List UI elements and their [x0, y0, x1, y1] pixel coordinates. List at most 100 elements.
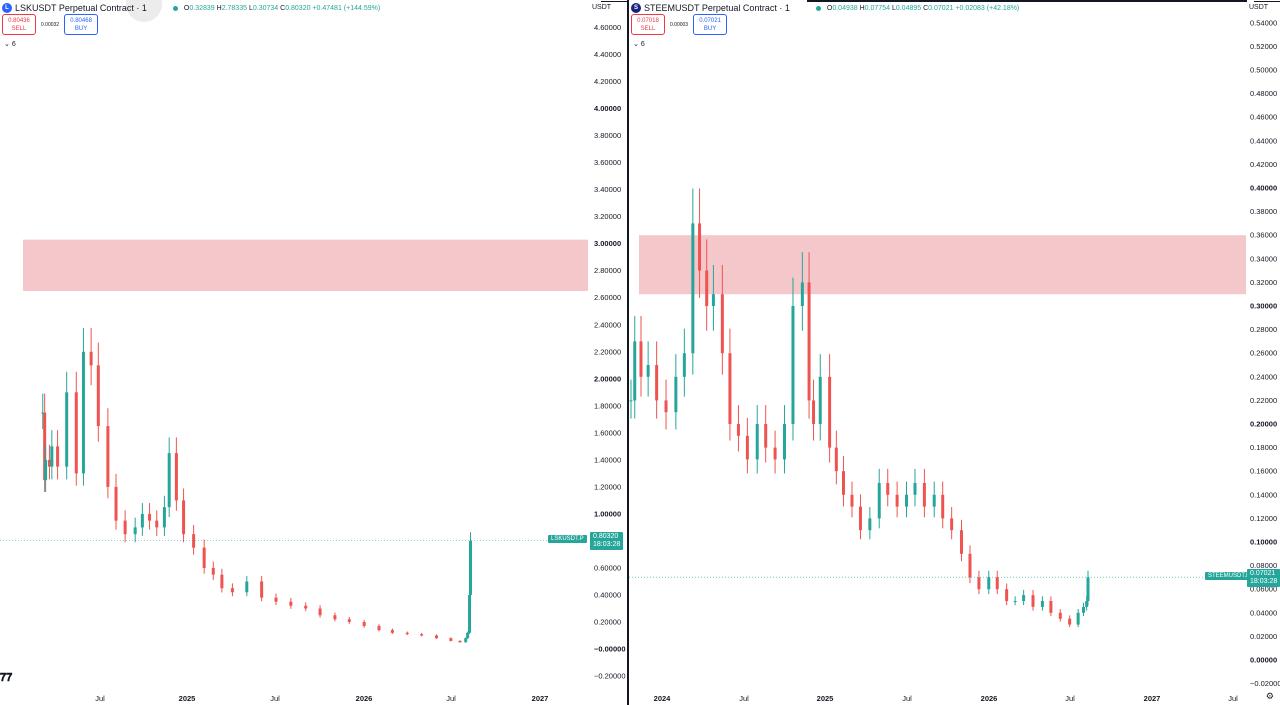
candle-body [133, 527, 137, 535]
spread-value: 0.00032 [41, 21, 60, 28]
candle-body [987, 577, 991, 590]
tradingview-logo-icon[interactable]: 𝟕𝟕 [0, 672, 13, 684]
candle-body [995, 577, 999, 590]
last-price-tag: 0.80320 18:03:28 [590, 532, 624, 551]
panel-divider[interactable] [627, 0, 629, 705]
candle-body [458, 640, 462, 643]
candle-body [818, 376, 822, 424]
y-tick-label: 3.40000 [594, 185, 621, 194]
y-tick-label: 3.20000 [594, 212, 621, 221]
candle-body [289, 601, 293, 606]
y-tick-label: 0.54000 [1250, 18, 1277, 27]
indicators-toggle[interactable]: ⌄ 6 [633, 41, 645, 48]
x-tick-label: Jul [1065, 694, 1075, 703]
x-tick-label: Jul [739, 694, 749, 703]
last-price-tag: 0.07021 18:03:28 [1247, 569, 1280, 588]
cursor-highlight [126, 0, 162, 22]
currency-label[interactable]: USDT [1249, 4, 1269, 11]
spread-value: 0.00003 [670, 21, 689, 28]
x-tick-label: 2027 [532, 694, 549, 703]
y-tick-label: 2.80000 [594, 266, 621, 275]
chart-panel-lsk[interactable]: 4.60000 4.40000 4.20000 4.00000 3.80000 3.600… [0, 0, 627, 705]
symbol-legend: L LSKUSDT Perpetual Contract · 1 O0.3283… [2, 3, 380, 13]
axis-top-line [1254, 1, 1280, 2]
candle-body [81, 351, 85, 474]
candle-body [1013, 601, 1017, 602]
y-tick-label: 2.00000 [594, 374, 621, 383]
x-tick-label: 2025 [817, 694, 834, 703]
y-tick-label: 0.12000 [1250, 514, 1277, 523]
currency-label[interactable]: USDT [592, 4, 612, 11]
steem-chart-canvas[interactable]: 0.54000 0.52000 0.50000 0.48000 0.46000 0.440… [629, 0, 1280, 705]
candle-body [682, 353, 686, 377]
candle-body [1058, 612, 1062, 619]
y-tick-label: 0.32000 [1250, 278, 1277, 287]
candle-body [728, 353, 732, 424]
lsk-chart-canvas[interactable]: 4.60000 4.40000 4.20000 4.00000 3.80000 3.600… [0, 0, 627, 705]
candle-body [377, 626, 381, 631]
candle-body [698, 223, 702, 271]
chart-panel-steem[interactable]: 0.54000 0.52000 0.50000 0.48000 0.46000 0.440… [629, 0, 1280, 705]
y-tick-label: 0.34000 [1250, 254, 1277, 263]
candle-body [858, 506, 862, 531]
candle-body [1076, 612, 1080, 625]
candle-body [1040, 601, 1044, 607]
y-tick-label: 0.28000 [1250, 325, 1277, 334]
candle-body [420, 634, 424, 636]
y-tick-label: 0.20000 [1250, 420, 1277, 429]
y-tick-label: 0.00000 [1250, 656, 1277, 665]
y-tick-label: 0.24000 [1250, 372, 1277, 381]
sell-button[interactable]: 0.80436 SELL [2, 14, 36, 35]
x-tick-label: 2024 [654, 694, 672, 703]
candle-body [65, 392, 69, 467]
candle-body [405, 632, 409, 635]
candle-body [655, 365, 659, 401]
y-tick-label: −0.20000 [594, 672, 626, 681]
candle-body [782, 424, 786, 460]
y-tick-label: 0.60000 [594, 563, 621, 572]
resistance-zone [23, 239, 588, 291]
settings-gear-icon[interactable]: ⚙ [1265, 691, 1274, 701]
axis-top-line [601, 1, 627, 2]
x-tick-label: Jul [902, 694, 912, 703]
x-tick-label: 2026 [981, 694, 998, 703]
lsk-logo-icon: L [2, 3, 12, 13]
candle-body [828, 376, 832, 448]
sell-button[interactable]: 0.07018 SELL [631, 14, 665, 35]
candle-body [646, 365, 650, 377]
y-tick-label: 0.46000 [1250, 113, 1277, 122]
y-tick-label: 1.80000 [594, 401, 621, 410]
candle-body [941, 494, 945, 519]
y-tick-label: 0.06000 [1250, 585, 1277, 594]
y-tick-label: 0.14000 [1250, 490, 1277, 499]
candle-body [44, 459, 48, 481]
buy-button[interactable]: 0.07021 BUY [693, 14, 728, 35]
buy-button[interactable]: 0.80468 BUY [64, 14, 99, 35]
y-tick-label: 0.40000 [594, 590, 621, 599]
y-tick-label: 0.04000 [1250, 608, 1277, 617]
candle-body [800, 282, 804, 306]
candle-body [639, 341, 643, 377]
y-tick-label: 1.40000 [594, 455, 621, 464]
candle-body [434, 635, 438, 639]
candle-body [736, 424, 740, 436]
y-tick-label: 0.22000 [1250, 396, 1277, 405]
symbol-title[interactable]: STEEMUSDT Perpetual Contract · 1 [644, 3, 790, 13]
candle-body [674, 376, 678, 413]
candle-body [807, 282, 811, 401]
candle-body [1068, 618, 1072, 625]
y-tick-label: −0.02000 [1250, 679, 1280, 688]
symbol-price-tag: STEEMUSDT.P [1205, 572, 1254, 581]
symbol-title[interactable]: LSKUSDT Perpetual Contract · 1 [15, 3, 147, 13]
candle-body [968, 553, 972, 578]
symbol-legend: S STEEMUSDT Perpetual Contract · 1 O0.04… [631, 3, 1019, 13]
y-tick-label: 0.26000 [1250, 349, 1277, 358]
candle-body [468, 540, 472, 595]
candle-body [1049, 601, 1053, 613]
candle-body [922, 483, 926, 507]
candle-body [140, 513, 144, 528]
indicators-toggle[interactable]: ⌄ 6 [4, 41, 16, 48]
candle-body [43, 412, 47, 481]
y-tick-label: −0.00000 [594, 645, 626, 654]
y-tick-label: 0.16000 [1250, 467, 1277, 476]
